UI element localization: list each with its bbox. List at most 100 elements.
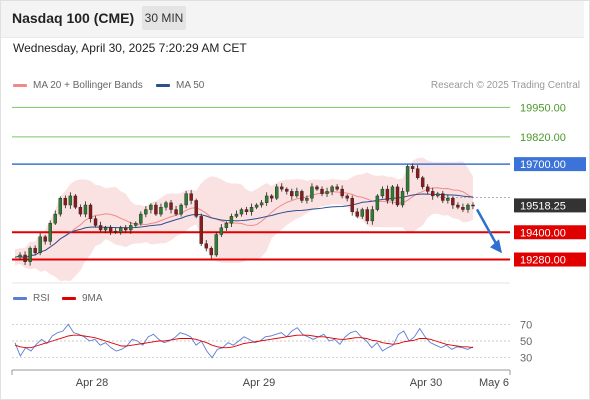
candle <box>400 187 405 208</box>
legend-ma50-label: MA 50 <box>176 80 205 91</box>
candle-body <box>154 204 158 215</box>
candle-body <box>88 204 93 219</box>
candle <box>269 194 274 203</box>
candle-body <box>385 188 390 201</box>
candle-body <box>78 207 83 215</box>
candle-body <box>214 234 219 256</box>
candle <box>325 187 329 197</box>
x-tick-label: Apr 29 <box>243 377 275 389</box>
candle-body <box>48 222 52 242</box>
candle-body <box>38 236 42 253</box>
candle <box>340 185 344 199</box>
legend-9ma: 9MA <box>62 293 103 304</box>
instrument-title: Nasdaq 100 (CME) <box>12 10 135 26</box>
candle-body <box>325 191 329 194</box>
level-label: 19400.00 <box>520 227 566 239</box>
candle-body <box>83 204 88 215</box>
candle <box>179 203 183 217</box>
candle <box>33 245 37 255</box>
candle <box>38 233 42 256</box>
candle <box>471 202 475 210</box>
candle <box>335 184 339 191</box>
candle <box>23 251 27 265</box>
candle-body <box>43 236 47 242</box>
candle-body <box>431 191 435 197</box>
level-label-bg <box>514 225 586 240</box>
candle-body <box>471 204 475 207</box>
candle-body <box>118 227 123 233</box>
candle <box>169 200 173 214</box>
candle <box>159 203 163 217</box>
candle <box>53 210 57 225</box>
candle-body <box>415 168 420 178</box>
candle-body <box>28 247 32 262</box>
candle <box>234 210 239 219</box>
9ma-swatch <box>62 296 76 300</box>
candle <box>466 203 470 213</box>
level-label: 19280.00 <box>520 255 566 267</box>
candle-body <box>355 211 359 217</box>
candle-body <box>335 186 339 190</box>
candle-body <box>199 216 203 244</box>
candle <box>456 202 460 210</box>
candle-body <box>164 202 168 208</box>
candle <box>244 206 249 215</box>
candle-body <box>129 225 133 231</box>
candle-body <box>98 225 103 231</box>
candle-body <box>425 186 430 192</box>
candle <box>290 188 294 200</box>
candle-body <box>58 197 63 215</box>
candle <box>285 187 289 195</box>
candle <box>375 194 380 212</box>
candle-body <box>134 222 138 226</box>
candle <box>88 203 93 223</box>
candle <box>63 195 68 209</box>
candle <box>129 221 133 234</box>
candle-body <box>234 213 239 217</box>
candle-body <box>93 218 98 226</box>
candle-body <box>249 207 254 213</box>
candle-body <box>451 197 455 206</box>
candle-body <box>124 227 128 231</box>
candle <box>209 246 213 259</box>
candle-body <box>300 191 304 201</box>
candle-body <box>264 195 269 203</box>
candle <box>229 213 234 228</box>
rsi-9ma-line <box>14 334 474 349</box>
candle-body <box>103 227 108 231</box>
candle <box>345 194 349 202</box>
candle-body <box>315 186 319 190</box>
candle-body <box>390 186 395 201</box>
candle-body <box>320 188 324 194</box>
candle-body <box>194 200 198 217</box>
candle <box>83 201 88 218</box>
candle <box>305 195 309 204</box>
last-price-bg <box>514 198 586 213</box>
candle-body <box>73 195 78 208</box>
candle-body <box>108 227 113 232</box>
rsi-tick-label: 30 <box>520 353 532 365</box>
candle <box>214 231 219 257</box>
candle-body <box>340 188 344 197</box>
candle <box>68 192 73 209</box>
candle <box>149 203 153 214</box>
candle <box>431 187 435 200</box>
chart-header: Nasdaq 100 (CME) 30 MIN <box>0 0 584 38</box>
rsi-tick-label: 70 <box>520 319 532 331</box>
candle <box>124 224 128 234</box>
candle-body <box>63 197 68 206</box>
candle <box>254 203 259 210</box>
candle <box>219 224 224 238</box>
candle-body <box>174 209 178 215</box>
candle <box>330 185 334 196</box>
candle <box>28 246 32 266</box>
candle-body <box>420 177 425 188</box>
candle <box>350 195 354 216</box>
candle-body <box>380 188 385 197</box>
candle <box>275 184 279 201</box>
legend-9ma-label: 9MA <box>82 293 103 304</box>
last-price-label: 19518.25 <box>520 200 566 212</box>
rsi-tick-label: 50 <box>520 336 532 348</box>
level-label-bg <box>514 252 586 267</box>
timeframe-button[interactable]: 30 MIN <box>142 6 186 30</box>
